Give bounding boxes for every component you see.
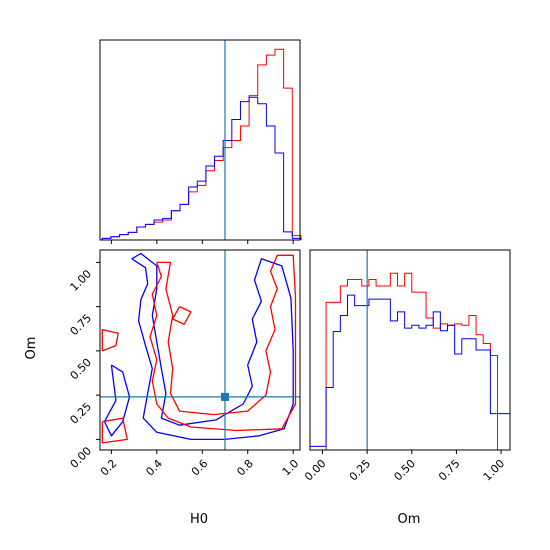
h0-hist-series-2 (101, 96, 302, 240)
contour-series-2-level-1 (149, 254, 297, 432)
joint-frame (99, 249, 301, 451)
joint-x-tick-label-0: 0.2 (98, 457, 120, 479)
om-x-tick-label-0: 0.00 (302, 457, 329, 484)
joint-y-tick-label-3: 0.75 (68, 312, 95, 339)
joint-x-tick-label-4: 1.0 (280, 457, 302, 479)
contour-series-1-level-2 (103, 364, 131, 437)
joint-y-tick-label-4: 1.00 (68, 267, 95, 294)
contour-series-1-level-1 (131, 252, 294, 441)
contour-series-2-level-3 (101, 417, 128, 444)
h0-om-joint-panel: 0.2 0.4 0.6 0.8 1.0 0.00 0.25 0.50 0.75 1.00 (68, 249, 302, 479)
truth-marker (221, 392, 229, 401)
om-marginal-panel: 0.00 0.25 0.50 0.75 1.00 (302, 249, 511, 484)
om-x-tick-label-2: 0.50 (391, 457, 418, 484)
om-x-tick-label-1: 0.25 (347, 457, 374, 484)
om-x-tick-label-3: 0.75 (436, 457, 463, 484)
y-axis-label-om: Om (24, 337, 39, 360)
contour-series-2-level-4 (172, 306, 192, 325)
h0-marginal-panel (99, 39, 302, 244)
joint-y-tick-label-2: 0.50 (68, 356, 95, 383)
joint-y-tick-label-0: 0.00 (68, 444, 95, 471)
joint-y-tick-label-1: 0.25 (68, 400, 95, 427)
h0-frame (99, 39, 301, 241)
x-axis-label-om: Om (398, 512, 421, 527)
contour-layer (101, 252, 297, 444)
x-axis-label-h0: H0 (190, 512, 208, 527)
contour-series-2-level-2 (101, 328, 119, 352)
h0-hist-series-1 (101, 48, 302, 240)
joint-x-tick-label-2: 0.6 (189, 457, 211, 479)
om-hist-series-2 (309, 294, 511, 450)
joint-x-tick-label-1: 0.4 (143, 457, 165, 479)
om-frame (309, 249, 511, 451)
joint-x-tick-label-3: 0.8 (234, 457, 256, 479)
om-hist-series-1 (310, 272, 510, 451)
om-x-tick-label-4: 1.00 (481, 457, 508, 484)
